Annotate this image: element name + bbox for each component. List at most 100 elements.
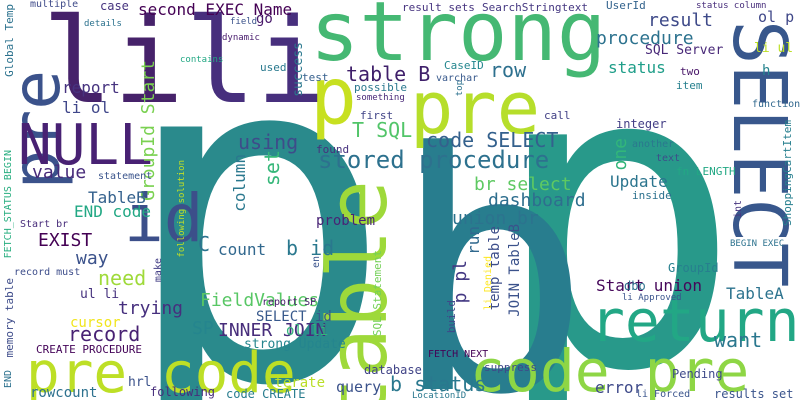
word-two: two	[680, 65, 700, 78]
word-null: NULL	[18, 113, 153, 178]
word-li-ol: li ol	[62, 98, 111, 117]
word-code-pre: code pre	[470, 337, 750, 400]
word-li-2: li	[185, 0, 328, 130]
word-status-column: status column	[696, 1, 767, 11]
word-dynamic: dynamic	[222, 33, 260, 43]
word-iterate: iterate	[266, 375, 326, 391]
word-select-id: SELECT id	[256, 309, 332, 325]
word-call: call	[544, 109, 571, 122]
word-trying: trying	[118, 298, 184, 319]
word-record: record	[68, 322, 141, 346]
word-one: one	[610, 138, 631, 171]
word-result-sets: result sets	[402, 1, 475, 14]
word-count: count	[218, 240, 267, 259]
word-report: report	[62, 78, 120, 97]
word-field: field	[230, 17, 258, 27]
word-begin-exec: BEGIN EXEC	[730, 239, 785, 249]
word-error: error	[595, 378, 644, 397]
word-sp: SP	[192, 318, 214, 339]
word-fetch-next: FETCH NEXT	[428, 349, 489, 360]
word-set: set	[260, 150, 284, 187]
word-stored-procedure: stored procedure	[318, 146, 550, 174]
word-need: need	[98, 266, 147, 290]
word-sql-server: SQL Server	[645, 43, 724, 58]
word-strong: strong	[310, 0, 607, 80]
word-make: make	[153, 258, 164, 283]
word-suppress: suppress	[484, 361, 537, 374]
word-inner-join: INNER JOIN	[218, 320, 327, 341]
word-join-tableb: JOIN TableB	[507, 224, 523, 317]
word-shoppingcartitem: ShoppingCartItem	[781, 120, 794, 226]
word-cursor: cursor	[70, 315, 121, 331]
word-p-large-left: p	[118, 0, 395, 400]
word-contains: contains	[180, 55, 224, 65]
word-text: text	[656, 153, 681, 164]
word-fieldvalues: FieldValues	[200, 290, 320, 311]
word-create-procedure: CREATE PROCEDURE	[36, 343, 142, 356]
word-h: h	[762, 63, 771, 79]
word-userid: UserId	[606, 0, 646, 12]
word-br-select: br select	[474, 174, 572, 195]
word-rowcount: rowcount	[30, 385, 98, 400]
word-p-large-right: p	[490, 0, 743, 400]
word-code-create: code CREATE	[226, 387, 306, 400]
word-inside: inside	[632, 189, 672, 202]
word-memory-table: memory table	[3, 278, 16, 358]
word-groupid: GroupId	[668, 261, 719, 275]
word-result: result	[648, 10, 714, 31]
word-details: details	[84, 19, 122, 29]
word-p-small: p	[310, 52, 357, 142]
word-locationid: LocationID	[412, 391, 467, 400]
word-way: way	[76, 248, 109, 269]
word-second-exec-name: second EXEC Name	[138, 0, 293, 19]
word-column: column	[230, 154, 249, 212]
word-table-b: table B	[346, 62, 431, 86]
word-pre-code: pre code	[26, 341, 296, 400]
word-li-denied: li Denied	[483, 256, 494, 311]
word-li-1: li	[42, 0, 185, 130]
word-int: int	[733, 200, 744, 219]
word-case: case	[100, 0, 129, 13]
word-go: go	[256, 11, 273, 27]
word-end-code: END code	[74, 202, 152, 221]
word-ol-li: ol li	[286, 323, 329, 339]
word-union-br: union br	[452, 208, 539, 229]
word-searchstringtext: SearchStringtext	[482, 1, 588, 14]
word-following-solution: following solution	[177, 160, 187, 258]
word-b-id: b id	[286, 236, 335, 260]
word-database: database	[364, 363, 422, 377]
word-li-approved: li Approved	[622, 293, 682, 303]
word-results-set: results set	[714, 387, 794, 400]
word-something: something	[356, 93, 405, 103]
word-code-select: code SELECT	[426, 128, 559, 152]
word-found: found	[316, 143, 350, 156]
word-b-large: b	[392, 83, 591, 400]
word-status: status	[608, 58, 666, 77]
word-caseid: CaseID	[444, 59, 484, 72]
word-build: build	[445, 300, 458, 334]
word-first: first	[360, 109, 394, 122]
word-report-sp: report SP	[262, 297, 317, 308]
word-value: value	[32, 162, 87, 183]
word-start-union: Start union	[596, 276, 702, 295]
word-top: top	[455, 80, 465, 97]
word-tableb: TableB	[88, 188, 146, 207]
word-exist: EXIST	[38, 230, 93, 251]
word-pre-center: pre	[410, 66, 541, 150]
word-strong-update: strong Update	[244, 337, 346, 352]
word-tablea: TableA	[726, 284, 784, 303]
word-following: following	[150, 385, 216, 399]
word-b-status: b status	[390, 372, 487, 396]
word-want: want	[714, 328, 763, 352]
word-ul-li: ul li	[80, 287, 120, 302]
word-integer: integer	[616, 117, 667, 131]
word-end: END	[3, 370, 14, 389]
word-function: function	[752, 99, 800, 110]
word-p-pl: p pl	[450, 260, 471, 304]
word-record-must: record must	[14, 267, 81, 278]
word-statement: statement	[98, 171, 153, 182]
word-start-br: Start br	[20, 219, 69, 230]
word-en: en	[311, 256, 322, 269]
word-fetch-status-begin: FETCH_STATUS BEGIN	[3, 150, 14, 259]
